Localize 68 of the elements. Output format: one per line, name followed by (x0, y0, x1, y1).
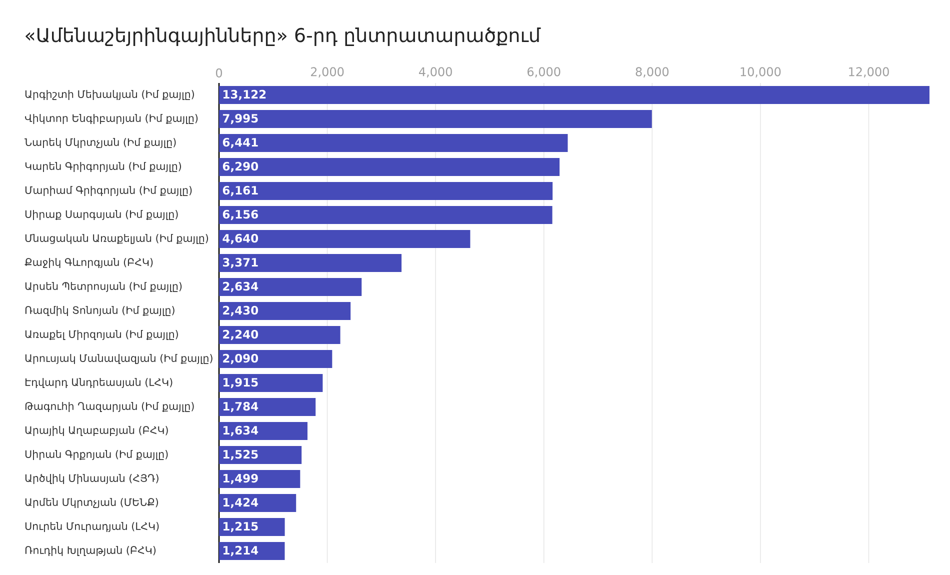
data-label: 2,240 (223, 330, 258, 340)
y-tick-label: Վիկտոր Ենգիբարյան (Իմ քայլը) (25, 114, 198, 124)
x-tick-label: 6,000 (528, 67, 560, 78)
bar (219, 206, 552, 224)
y-tick-label: Արծվիկ Մինասյան (ՀՅԴ) (25, 474, 158, 484)
data-label: 4,640 (222, 234, 258, 244)
y-tick-label: Մնացական Առաքելյան (Իմ քայլը) (25, 234, 208, 244)
y-tick-label: Քաջիկ Գևորգյան (ԲՀԿ) (24, 258, 153, 268)
data-label: 6,161 (222, 186, 258, 196)
data-label: 13,122 (224, 90, 266, 100)
bar (219, 254, 402, 272)
y-tick-label: Թագուհի Ղազարյան (Իմ քայլը) (25, 402, 194, 412)
y-tick-label: Էդվարդ Անդրեասյան (ԼՀԿ) (25, 378, 172, 388)
y-tick-label: Արգիշտի Մեխակյան (Իմ քայլը) (25, 90, 194, 100)
y-tick-label: Սիրան Գրքոյան (Իմ քայլը) (25, 450, 168, 460)
data-label: 1,784 (224, 402, 258, 412)
data-label: 7,995 (222, 114, 258, 124)
data-label: 6,156 (222, 210, 258, 220)
y-tick-label: Արուսյակ Մանավազյան (Իմ քայլը) (25, 354, 212, 364)
x-tick-label: 8,000 (636, 67, 669, 78)
data-label: 6,441 (222, 138, 258, 148)
y-tick-label: Սուրեն Մուրադյան (ԼՀԿ) (25, 522, 159, 532)
y-tick-label: Արայիկ Աղաբաբյան (ԲՀԿ) (25, 426, 168, 436)
data-label: 3,371 (222, 258, 258, 268)
bar (219, 374, 323, 392)
x-tick-label: 10,000 (740, 67, 781, 78)
data-label: 2,090 (223, 354, 258, 364)
bar (219, 542, 285, 560)
data-label: 1,215 (224, 522, 258, 532)
bar (219, 422, 308, 440)
bar (219, 182, 553, 200)
bar (219, 518, 285, 536)
y-tick-label: Նարեկ Մկրտչյան (Իմ քայլը) (24, 138, 176, 148)
data-label: 1,634 (224, 426, 258, 436)
bar (219, 302, 351, 320)
y-tick-label: Մարիամ Գրիգորյան (Իմ քայլը) (25, 186, 192, 196)
x-tick-label: 12,000 (849, 67, 889, 78)
data-label: 1,499 (224, 474, 258, 484)
bar (219, 230, 470, 248)
data-label: 2,634 (223, 282, 258, 292)
bar (219, 494, 296, 512)
x-tick-label: 2,000 (310, 67, 344, 78)
bar (219, 398, 316, 416)
data-label: 1,424 (224, 498, 258, 508)
bar (219, 326, 340, 344)
y-tick-label: Կարեն Գրիգորյան (Իմ քայլը) (25, 162, 182, 172)
y-tick-label: Արմեն Մկրտչյան (ՄԵՆՔ) (25, 498, 158, 508)
data-label: 1,525 (224, 450, 258, 460)
y-tick-label: Ռուդիկ Խլղաթյան (ԲՀԿ) (25, 546, 156, 556)
chart-title: «Ամենաշեյրինգայինները» 6-րդ ընտրատարածքում (26, 28, 541, 46)
bar (219, 86, 930, 104)
bar (219, 110, 652, 128)
x-tick-label: 0 (216, 68, 222, 78)
bar (219, 470, 300, 488)
bar (219, 278, 362, 296)
data-label: 6,290 (222, 162, 258, 172)
data-label: 1,915 (224, 378, 258, 388)
bar (219, 134, 568, 152)
y-tick-label: Ռազմիկ Տոնոյան (Իմ քայլը) (25, 306, 174, 316)
bar (219, 446, 302, 464)
bar (219, 158, 560, 176)
y-tick-label: Առաքել Միրզոյան (Իմ քայլը) (25, 330, 178, 340)
bar (219, 350, 332, 368)
data-label: 2,430 (223, 306, 258, 316)
x-tick-label: 4,000 (418, 67, 452, 78)
y-tick-label: Սիրաք Սարգսյան (Իմ քայլը) (25, 210, 178, 220)
y-tick-label: Արսեն Պետրոսյան (Իմ քայլը) (25, 282, 182, 292)
data-label: 1,214 (224, 546, 258, 556)
